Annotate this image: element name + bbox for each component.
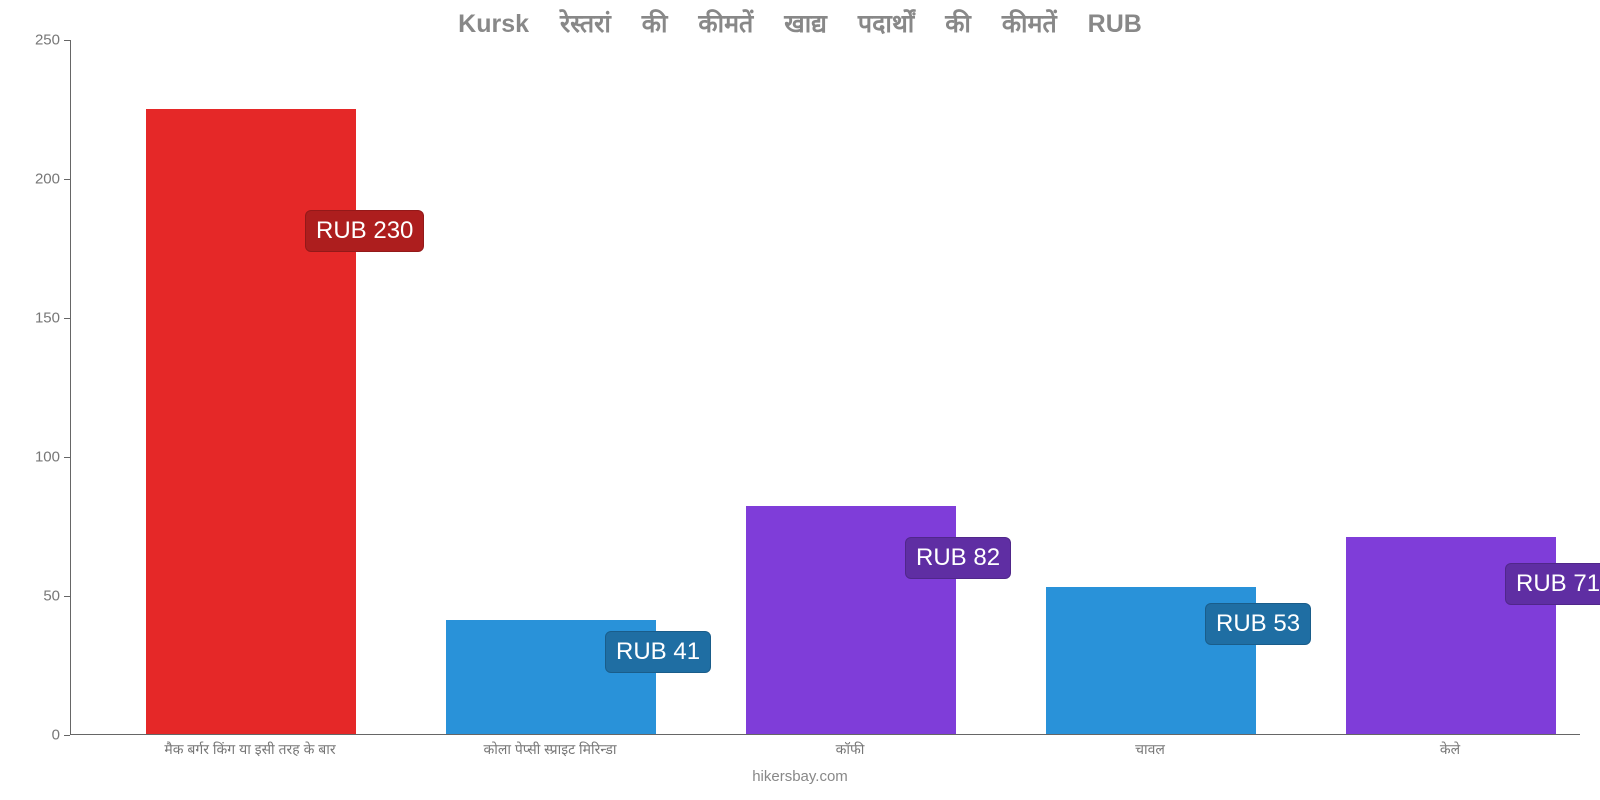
plot-area (70, 40, 1580, 735)
value-badge: RUB 82 (905, 537, 1011, 579)
value-badge: RUB 41 (605, 631, 711, 673)
y-axis-tick-label: 200 (10, 171, 60, 188)
x-axis-tick-label: कोला पेप्सी स्प्राइट मिरिन्डा (483, 740, 616, 759)
x-axis-tick-label: कॉफी (836, 740, 865, 759)
y-axis-tick-mark (64, 457, 70, 458)
y-axis-tick-label: 50 (10, 588, 60, 605)
y-axis-tick-mark (64, 40, 70, 41)
value-badge: RUB 230 (305, 210, 424, 252)
y-axis-tick-label: 100 (10, 449, 60, 466)
chart-title: Kursk रेस्तरां की कीमतें खाद्य पदार्थों … (0, 6, 1600, 40)
value-badge: RUB 71 (1505, 563, 1600, 605)
y-axis-tick-mark (64, 318, 70, 319)
y-axis-tick-label: 250 (10, 32, 60, 49)
x-axis-tick-label: चावल (1135, 740, 1165, 759)
y-axis-tick-mark (64, 735, 70, 736)
y-axis-tick-mark (64, 596, 70, 597)
chart-bar (146, 109, 356, 735)
chart-footer: hikersbay.com (0, 768, 1600, 785)
x-axis-tick-label: केले (1440, 740, 1460, 759)
y-axis-tick-label: 150 (10, 310, 60, 327)
price-chart: Kursk रेस्तरां की कीमतें खाद्य पदार्थों … (0, 0, 1600, 800)
x-axis-tick-label: मैक बर्गर किंग या इसी तरह के बार (164, 740, 335, 759)
y-axis-tick-label: 0 (10, 727, 60, 744)
y-axis-tick-mark (64, 179, 70, 180)
value-badge: RUB 53 (1205, 603, 1311, 645)
